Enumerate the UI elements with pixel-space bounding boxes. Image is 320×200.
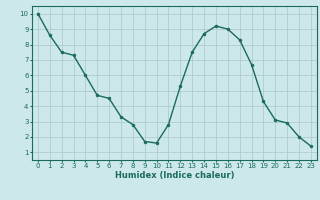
X-axis label: Humidex (Indice chaleur): Humidex (Indice chaleur) [115,171,234,180]
